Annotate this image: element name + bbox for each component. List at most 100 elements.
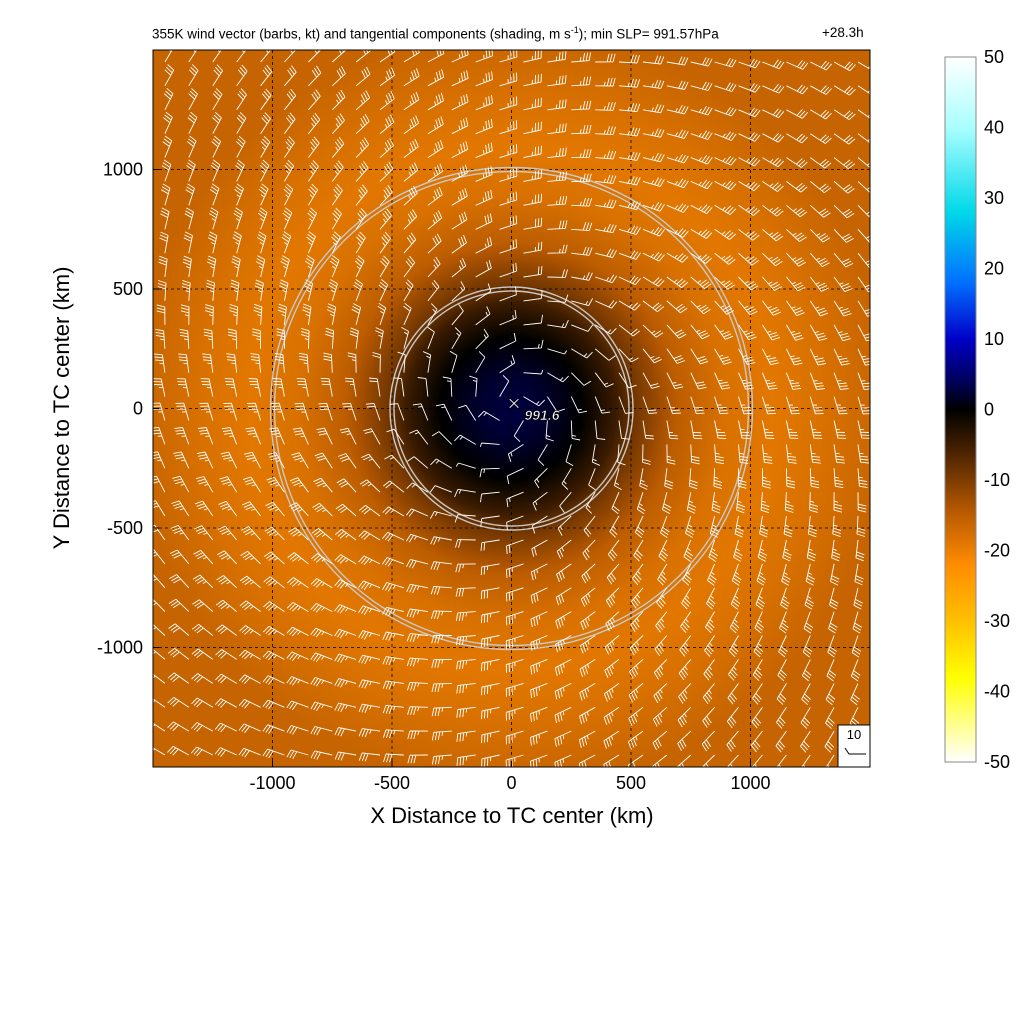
wind-barb: [286, 651, 309, 662]
wind-barb: [833, 85, 856, 96]
wind-barb: [358, 703, 381, 713]
wind-barb: [571, 124, 592, 135]
wind-barb: [761, 420, 775, 439]
wind-barb: [738, 276, 759, 291]
wind-barb: [809, 324, 828, 341]
wind-barb: [263, 551, 285, 565]
wind-barb: [829, 587, 839, 610]
wind-barb: [618, 176, 641, 186]
wind-barb: [547, 51, 567, 63]
wind-barb: [571, 173, 592, 183]
wind-barb: [286, 749, 309, 760]
wind-barb: [238, 723, 261, 734]
wind-barb: [481, 754, 500, 767]
wind-barb: [833, 396, 848, 415]
wind-barb: [505, 587, 524, 602]
wind-barb: [642, 444, 651, 465]
wind-barb: [382, 531, 405, 542]
wind-barb: [850, 683, 860, 706]
y-tick-label: 500: [113, 279, 143, 299]
wind-barb: [254, 279, 264, 301]
colorbar-tick-label: 30: [984, 188, 1004, 208]
wind-barb: [161, 159, 172, 182]
wind-barb: [595, 274, 618, 284]
wind-barb: [382, 557, 405, 567]
wind-barb: [537, 444, 548, 466]
wind-barb: [630, 611, 644, 632]
wind-barb: [183, 231, 193, 254]
wind-barb: [355, 90, 370, 111]
wind-barb: [507, 444, 524, 462]
wind-barb: [401, 327, 410, 349]
wind-barb: [382, 729, 404, 739]
wind-barb: [690, 348, 709, 365]
wind-barb: [253, 303, 263, 325]
wind-barb: [475, 260, 492, 278]
wind-barb: [451, 281, 466, 302]
wind-barb: [731, 563, 742, 586]
wind-barb: [169, 574, 190, 589]
wind-barb: [454, 434, 476, 445]
wind-barb: [666, 56, 689, 66]
wind-barb: [334, 653, 357, 664]
wind-barb: [857, 444, 869, 464]
wind-barb: [530, 730, 548, 746]
colorbar-ticks: 50 40 30 20 10 0 -10 -20 -30 -40 -50: [984, 47, 1010, 772]
wind-barb: [706, 587, 716, 610]
wind-barb: [571, 197, 593, 207]
wind-barb: [153, 598, 166, 612]
wind-barb: [475, 306, 491, 326]
wind-barb: [208, 207, 219, 230]
wind-barb: [627, 730, 644, 750]
wind-barb: [582, 539, 596, 561]
wind-barb: [192, 574, 214, 589]
wind-barb: [250, 353, 262, 373]
wind-barb: [833, 61, 856, 72]
wind-barb: [358, 530, 381, 541]
wind-barb: [530, 658, 548, 675]
wind-barb: [276, 328, 286, 349]
wind-barb: [618, 78, 641, 88]
wind-barb: [379, 67, 396, 87]
wind-barb: [260, 135, 271, 158]
wind-barb: [379, 208, 392, 230]
wind-barb: [406, 608, 428, 618]
wind-barb: [833, 133, 856, 145]
wind-barb: [407, 456, 429, 469]
wind-barb: [857, 252, 870, 268]
wind-barb: [754, 611, 765, 634]
wind-barb: [405, 533, 429, 543]
wind-barb: [857, 348, 870, 366]
wind-barb: [191, 648, 214, 660]
wind-barb: [714, 276, 735, 290]
wind-barb: [188, 64, 199, 87]
wind-barb: [358, 654, 381, 665]
wind-barb: [618, 324, 640, 337]
wind-barb: [604, 659, 620, 679]
wind-barb: [284, 50, 297, 63]
heatmap-ring: [509, 406, 514, 411]
wind-barb: [506, 491, 524, 508]
wind-barb: [857, 420, 870, 439]
colorbar-tick-label: -20: [984, 541, 1010, 561]
wind-barb: [738, 228, 760, 241]
radius-circle: [269, 166, 754, 651]
wind-barb: [653, 659, 668, 680]
wind-barb: [323, 352, 333, 373]
wind-barb: [499, 191, 518, 206]
wind-barb: [456, 754, 476, 766]
y-tick-label: -1000: [97, 638, 143, 658]
wind-barb: [733, 539, 743, 562]
wind-barb: [280, 255, 290, 278]
wind-barb: [685, 515, 695, 538]
wind-barb: [523, 73, 542, 87]
wind-barb: [555, 611, 572, 629]
wind-barb: [235, 135, 246, 158]
wind-barb: [329, 255, 340, 278]
wind-barb: [801, 659, 812, 682]
wind-barb: [153, 722, 166, 732]
wind-barb: [499, 332, 517, 350]
wind-barb: [857, 276, 870, 293]
wind-barb: [307, 207, 318, 230]
wind-barb: [666, 252, 689, 263]
